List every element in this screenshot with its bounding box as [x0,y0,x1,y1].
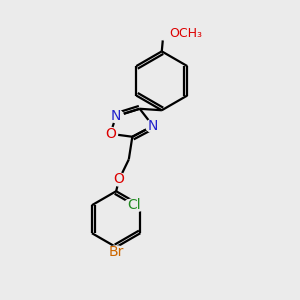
Text: Br: Br [109,245,124,260]
Ellipse shape [112,173,126,186]
Ellipse shape [150,27,188,40]
Ellipse shape [109,110,124,123]
Ellipse shape [123,199,146,212]
Ellipse shape [146,119,160,132]
Text: O: O [114,172,124,186]
Text: N: N [111,109,121,123]
Text: Cl: Cl [128,198,141,212]
Ellipse shape [103,127,118,140]
Text: O: O [105,127,116,141]
Text: N: N [148,119,158,133]
Text: OCH₃: OCH₃ [169,27,202,40]
Ellipse shape [105,246,127,259]
